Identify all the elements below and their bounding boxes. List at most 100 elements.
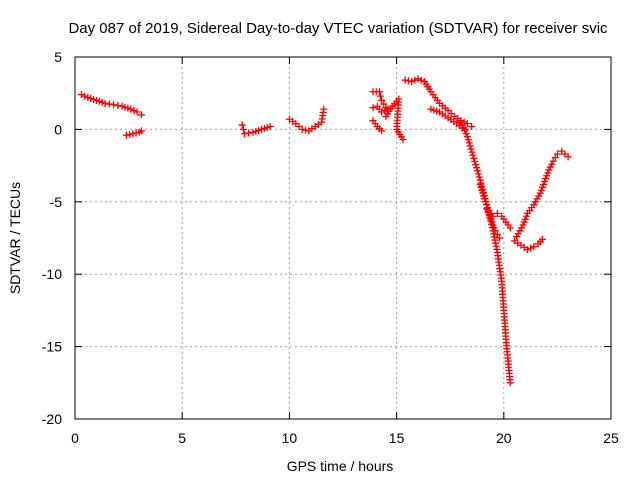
data-point [414, 75, 422, 83]
data-point [377, 92, 385, 100]
series-arc-4 [285, 105, 328, 135]
y-tick-label: -20 [42, 411, 62, 427]
series-arc-6 [369, 102, 392, 116]
x-tick-label: 5 [178, 430, 186, 446]
axis-ticks: 0 5 10 15 20 25 5 0 -5 -10 -15 -20 [42, 49, 619, 446]
data-point [239, 125, 247, 133]
series-arc-2 [122, 127, 145, 139]
series-arc-7 [369, 117, 386, 135]
data-point [369, 104, 377, 112]
data-point [133, 108, 141, 116]
data-point [471, 157, 479, 165]
data-point [110, 101, 118, 109]
data-point [129, 130, 137, 138]
data-point [506, 379, 514, 387]
data-point [466, 142, 474, 150]
data-point [463, 133, 471, 141]
data-point [506, 224, 514, 232]
data-point [378, 96, 386, 104]
data-point [467, 145, 475, 153]
data-point [301, 126, 309, 134]
data-point [493, 230, 501, 238]
data-point [408, 78, 416, 86]
plot-frame [74, 56, 612, 420]
data-point [491, 227, 499, 235]
data-point [375, 88, 383, 96]
data-point [127, 105, 135, 113]
data-point [551, 154, 559, 162]
data-point [493, 209, 501, 217]
data-point [101, 99, 109, 107]
data-point [523, 246, 531, 254]
data-point [298, 125, 306, 133]
y-tick-label: 0 [54, 121, 62, 137]
data-point [137, 127, 145, 135]
chart-title: Day 087 of 2019, Sidereal Day-to-day VTE… [68, 20, 608, 37]
data-point [401, 76, 409, 84]
data-point [468, 123, 476, 131]
data-point [472, 161, 480, 169]
data-point [465, 139, 473, 147]
data-point [475, 173, 483, 181]
data-point [245, 129, 253, 137]
data-point [240, 130, 248, 138]
data-point [417, 76, 425, 84]
data-point [126, 130, 134, 138]
data-point [464, 136, 472, 144]
y-axis-label: SDTVAR / TECUs [7, 182, 23, 294]
series-arc-10 [427, 105, 469, 133]
x-axis-label: GPS time / hours [287, 458, 394, 474]
series-arc-8 [382, 95, 407, 144]
data-point [463, 120, 471, 128]
data-series [77, 75, 572, 387]
data-point [114, 102, 122, 110]
data-point [378, 108, 386, 116]
data-point [404, 77, 412, 85]
data-point [470, 154, 478, 162]
data-point [486, 212, 494, 220]
data-point [553, 150, 561, 158]
data-point [473, 167, 481, 175]
data-point [473, 164, 481, 172]
x-tick-label: 25 [603, 430, 619, 446]
series-arc-14 [511, 235, 546, 254]
data-point [469, 151, 477, 159]
data-point [527, 244, 535, 252]
y-tick-label: 5 [54, 49, 62, 65]
data-point [105, 100, 113, 108]
x-tick-label: 15 [389, 430, 405, 446]
y-tick-label: -15 [42, 339, 62, 355]
series-arc-15 [513, 147, 572, 241]
data-point [380, 100, 388, 108]
data-point [238, 121, 246, 129]
data-point [474, 170, 482, 178]
data-point [81, 92, 89, 100]
y-tick-label: -5 [50, 194, 63, 210]
data-point [549, 157, 557, 165]
data-point [132, 129, 140, 137]
data-point [137, 111, 145, 119]
data-point [496, 234, 504, 242]
series-arc-1 [77, 91, 145, 119]
data-point [122, 131, 130, 139]
series-arc-13 [483, 205, 504, 242]
x-tick-label: 10 [282, 430, 298, 446]
data-point [564, 153, 572, 161]
x-tick-label: 0 [71, 430, 79, 446]
data-point [378, 127, 386, 135]
series-arc-11 [457, 118, 514, 387]
series-arc-9 [401, 75, 476, 131]
data-point [484, 208, 492, 216]
data-point [399, 136, 407, 144]
data-point [411, 76, 419, 84]
data-point [77, 91, 85, 99]
data-point [483, 205, 491, 213]
data-point [530, 243, 538, 251]
data-point [266, 123, 274, 131]
data-point [320, 105, 328, 113]
data-point [130, 107, 138, 115]
y-tick-label: -10 [42, 266, 62, 282]
data-point [538, 235, 546, 243]
